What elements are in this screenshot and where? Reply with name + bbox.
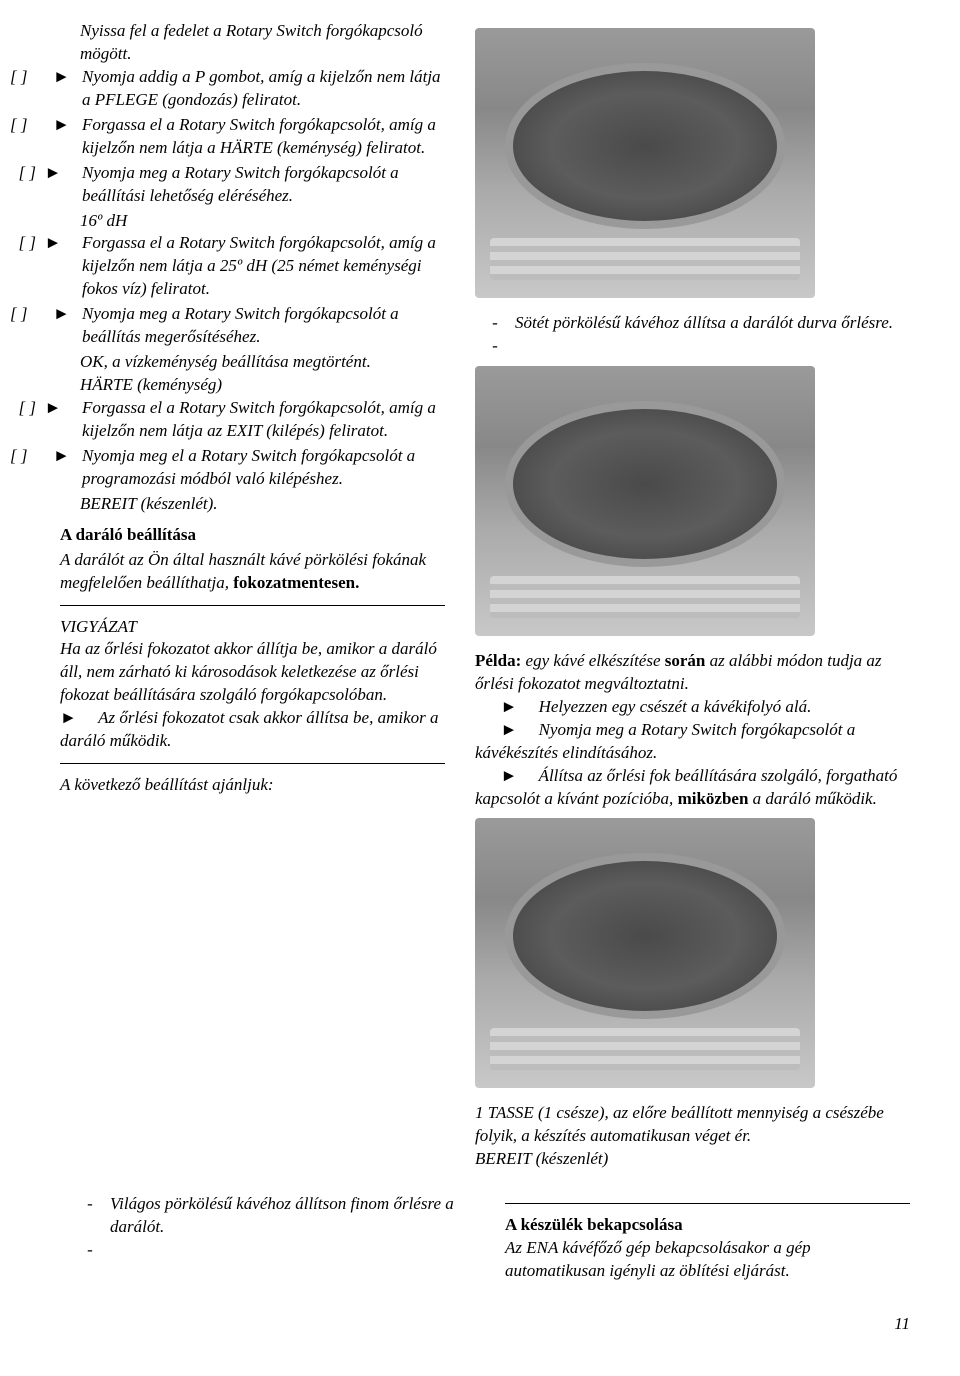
step-marker: [ ] ► (10, 445, 74, 468)
step-text: Forgassa el a Rotary Switch forgókapcsol… (82, 232, 445, 301)
example-line: Példa: egy kávé elkészítése során az alá… (475, 650, 910, 696)
warn-text: Ha az őrlési fokozatot akkor állítja be,… (60, 638, 445, 707)
footer-right: A készülék bekapcsolása Az ENA kávéfőző … (505, 1193, 920, 1283)
step-text: Forgassa el a Rotary Switch forgókapcsol… (82, 114, 445, 160)
ex-step-2: ► Nyomja meg a Rotary Switch forgókapcso… (475, 719, 910, 765)
step-marker: [ ] ► (10, 114, 74, 137)
dark-roast-note: - Sötét pörkölésű kávéhoz állítsa a dará… (475, 312, 910, 335)
step-marker: [ ] ► (10, 232, 74, 255)
result-text: 1 TASSE (1 csésze), az előre beállított … (475, 1102, 910, 1148)
page-columns: Nyissa fel a fedelet a Rotary Switch for… (0, 20, 920, 1171)
grinder-image-1 (475, 28, 815, 298)
divider-1 (60, 605, 445, 606)
light-roast-note: - Világos pörkölésű kávéhoz állítson fin… (70, 1193, 475, 1239)
step-text: Nyomja meg el a Rotary Switch forgókapcs… (82, 445, 445, 491)
spare-dash-2: - (70, 1239, 475, 1262)
power-text: Az ENA kávéfőző gép bekapcsolásakor a gé… (505, 1237, 910, 1283)
warn-title: VIGYÁZAT (60, 616, 445, 639)
step-text: Nyomja meg a Rotary Switch forgókapcsoló… (82, 303, 445, 349)
step-text: Forgassa el a Rotary Switch forgókapcsol… (82, 397, 445, 443)
setting-next: A következő beállítást ajánljuk: (60, 774, 445, 797)
ex-step-3: ► Állítsa az őrlési fok beállítására szo… (475, 765, 910, 811)
step-row: [ ] ► Forgassa el a Rotary Switch forgóka… (10, 114, 445, 160)
step-indent-text: BEREIT (készenlét). (80, 493, 445, 516)
bereit-text: BEREIT (készenlét) (475, 1148, 910, 1171)
divider-3 (505, 1203, 910, 1204)
grinder-image-2 (475, 366, 815, 636)
step-marker: [ ] ► (10, 162, 74, 185)
section-title-grinder: A daráló beállítása (60, 525, 196, 544)
step-row: [ ] ► Nyomja meg a Rotary Switch forgókap… (10, 303, 445, 349)
step-row: [ ] ► Forgassa el a Rotary Switch forgóka… (10, 232, 445, 301)
step-marker: [ ] ► (10, 397, 74, 420)
step-indent-text: HÄRTE (keménység) (80, 374, 445, 397)
grinder-desc-b: fokozatmentesen. (233, 573, 359, 592)
step-marker: [ ] ► (10, 66, 74, 89)
step-marker: [ ] ► (10, 303, 74, 326)
step-row: [ ] ► Nyomja addig a P gombot, amíg a kij… (10, 66, 445, 112)
step-indent-text: 16º dH (80, 210, 445, 233)
step-row: [ ] ► Forgassa el a Rotary Switch forgóka… (10, 397, 445, 443)
divider-2 (60, 763, 445, 764)
step-row: [ ] ► Nyomja meg el a Rotary Switch forgó… (10, 445, 445, 491)
step-indent-text: OK, a vízkeménység beállítása megtörtént… (80, 351, 445, 374)
power-title: A készülék bekapcsolása (505, 1214, 910, 1237)
ex-step-1: ► Helyezzen egy csészét a kávékifolyó al… (475, 696, 910, 719)
steps-list: [ ] ► Nyomja addig a P gombot, amíg a kij… (10, 66, 445, 516)
page-number: 11 (0, 1313, 920, 1336)
right-column: - Sötét pörkölésű kávéhoz állítsa a dará… (475, 20, 920, 1171)
warn-bullet-line: ► Az őrlési fokozatot csak akkor állítsa… (60, 707, 445, 753)
intro-text: Nyissa fel a fedelet a Rotary Switch for… (80, 20, 445, 66)
footer-row: - Világos pörkölésű kávéhoz állítson fin… (0, 1193, 920, 1283)
spare-dash: - (475, 335, 910, 358)
step-row: [ ] ► Nyomja meg a Rotary Switch forgókap… (10, 162, 445, 208)
step-text: Nyomja meg a Rotary Switch forgókapcsoló… (82, 162, 445, 208)
step-text: Nyomja addig a P gombot, amíg a kijelzőn… (82, 66, 445, 112)
dash-icon: - (475, 312, 515, 335)
grinder-image-3 (475, 818, 815, 1088)
footer-left: - Világos pörkölésű kávéhoz állítson fin… (0, 1193, 475, 1283)
left-column: Nyissa fel a fedelet a Rotary Switch for… (0, 20, 445, 1171)
